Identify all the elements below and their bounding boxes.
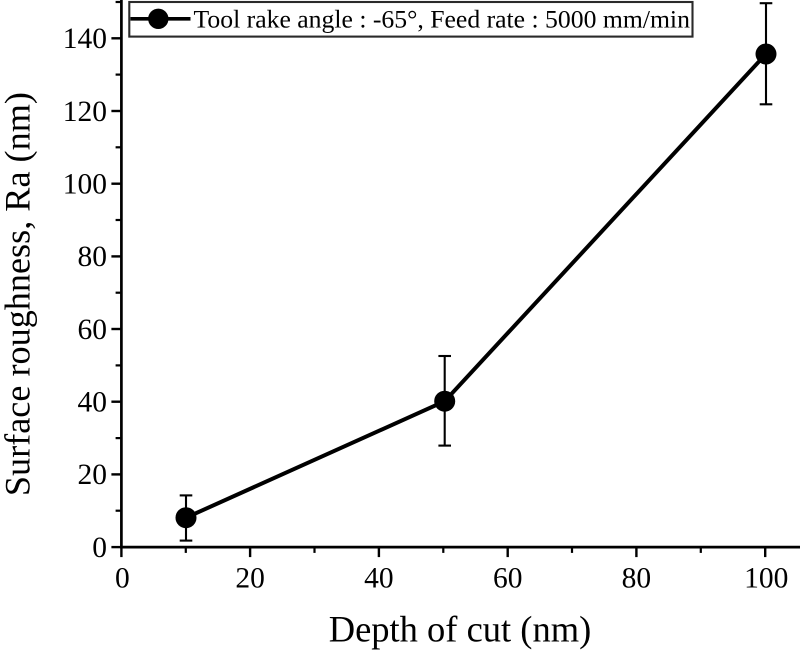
svg-text:140: 140 [63,23,107,55]
svg-text:40: 40 [364,562,394,594]
svg-text:60: 60 [78,314,108,346]
svg-text:Tool rake angle : -65°, Feed r: Tool rake angle : -65°, Feed rate : 5000… [194,4,691,33]
svg-text:80: 80 [622,562,652,594]
svg-text:20: 20 [235,562,265,594]
svg-text:100: 100 [63,169,107,201]
svg-text:120: 120 [63,96,107,128]
svg-text:80: 80 [78,241,108,273]
svg-text:100: 100 [744,562,788,594]
svg-text:Surface roughness, Ra (nm): Surface roughness, Ra (nm) [0,92,38,496]
svg-text:0: 0 [115,562,130,594]
svg-text:Depth of cut (nm): Depth of cut (nm) [329,609,592,650]
svg-text:20: 20 [78,459,108,491]
svg-text:40: 40 [78,387,108,419]
svg-text:0: 0 [92,532,107,564]
svg-text:60: 60 [493,562,523,594]
